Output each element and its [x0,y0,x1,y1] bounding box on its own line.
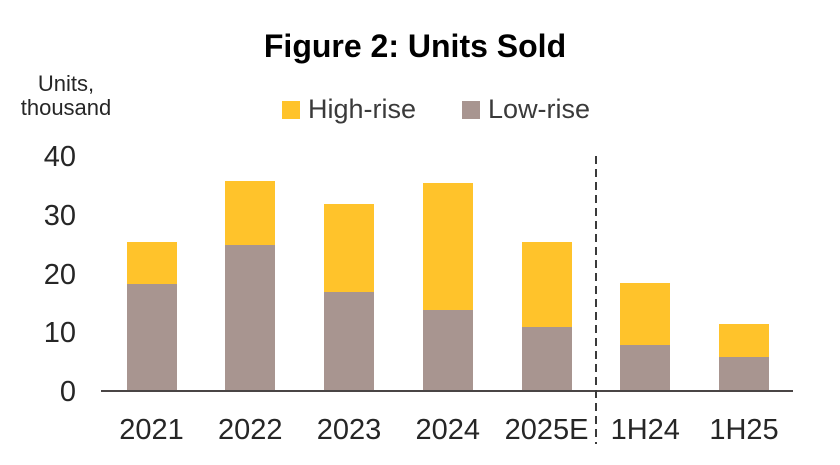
bar-segment-2024-high-rise [422,183,473,310]
legend: High-rise Low-rise [282,94,590,125]
x-label-1h24: 1H24 [610,414,680,446]
bar-segment-2022-low-rise [225,245,276,392]
legend-label-high-rise: High-rise [308,94,417,124]
x-label-2024: 2024 [415,414,480,446]
bar-segment-2021-high-rise [126,242,177,285]
bar-segment-2021-low-rise [126,284,177,392]
legend-item-high-rise: High-rise [282,94,416,125]
legend-swatch-low-rise [462,100,481,119]
bar-segment-2025e-high-rise [521,242,572,328]
x-label-2022: 2022 [217,414,283,446]
x-label-1h25: 1H25 [709,414,779,446]
bar-segment-1h25-high-rise [719,324,769,357]
legend-swatch-high-rise [282,100,300,119]
x-axis-line [101,390,793,392]
y-tick-label-20: 20 [43,258,76,291]
y-axis-unit-label: Units, thousand [20,71,112,120]
bar-segment-1h24-high-rise [620,283,671,345]
chart-title: Figure 2: Units Sold [263,28,567,64]
x-label-2023: 2023 [316,414,382,446]
forecast-separator-dashed-line [595,156,597,444]
x-label-2025e: 2025E [504,414,589,446]
y-tick-label-0: 0 [59,376,76,408]
bar-segment-2022-high-rise [225,180,276,246]
bar-segment-2023-low-rise [324,292,374,392]
y-tick-label-10: 10 [43,317,76,350]
y-tick-label-30: 30 [43,199,76,232]
x-label-2021: 2021 [119,414,184,446]
bar-segment-1h24-low-rise [620,345,671,392]
bar-segment-2023-high-rise [324,204,374,293]
bar-segment-2025e-low-rise [521,327,572,392]
bar-segment-2024-low-rise [422,309,473,392]
bar-segment-1h25-low-rise [719,356,769,392]
y-tick-label-40: 40 [43,141,76,173]
legend-label-low-rise: Low-rise [488,94,591,124]
legend-item-low-rise: Low-rise [462,94,590,125]
